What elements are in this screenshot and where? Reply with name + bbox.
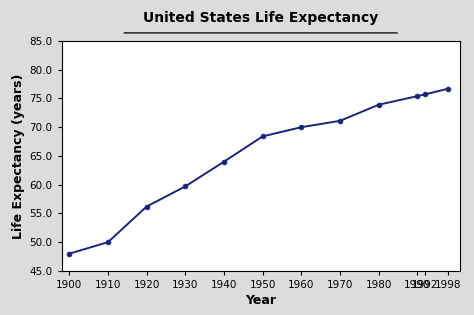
Y-axis label: Life Expectancy (years): Life Expectancy (years) (12, 73, 25, 239)
Text: United States Life Expectancy: United States Life Expectancy (143, 11, 378, 25)
X-axis label: Year: Year (245, 294, 276, 307)
